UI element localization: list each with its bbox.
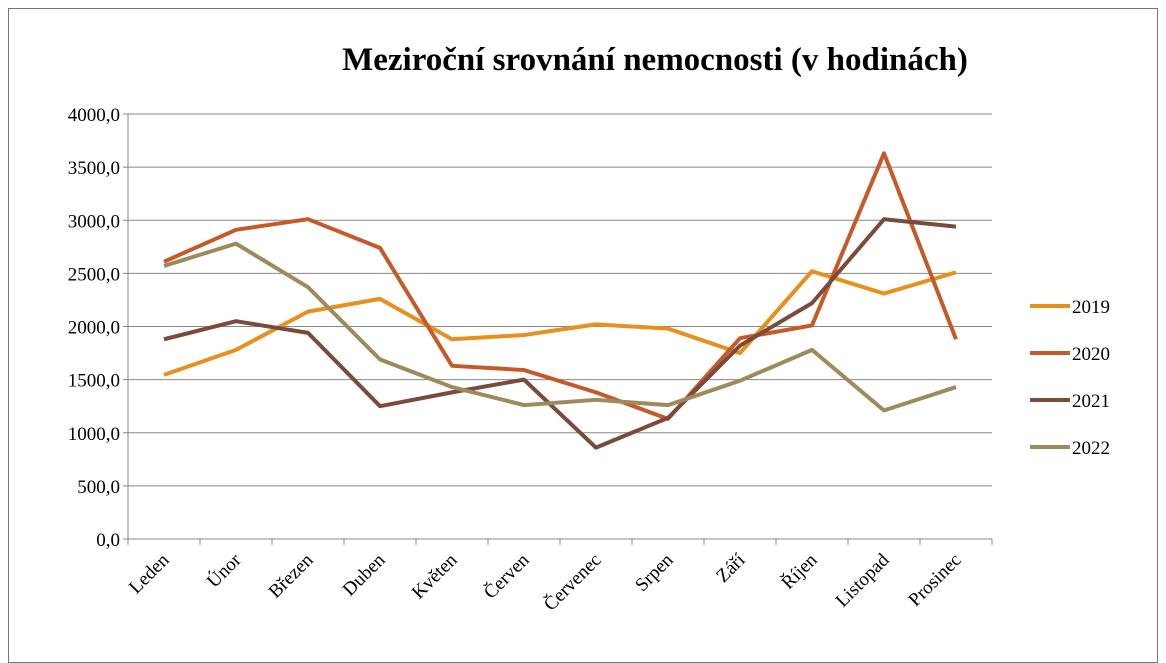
series-line — [163, 241, 957, 413]
x-tick-label: Duben — [339, 549, 390, 600]
y-tick-label: 2000,0 — [68, 318, 120, 339]
series-line — [163, 217, 957, 450]
legend-label: 2019 — [1072, 297, 1110, 318]
legend-label: 2020 — [1072, 344, 1110, 365]
y-tick-label: 3500,0 — [68, 158, 120, 179]
y-tick-label: 2500,0 — [68, 264, 120, 285]
x-tick-label: Leden — [125, 549, 174, 598]
x-tick-label: Červenec — [539, 549, 605, 615]
y-tick-label: 1000,0 — [68, 424, 120, 445]
legend-label: 2021 — [1072, 391, 1110, 412]
x-tick-label: Březen — [265, 549, 318, 602]
x-tick-label: Prosinec — [904, 550, 965, 611]
x-tick-label: Květen — [408, 549, 462, 603]
x-tick-label: Říjen — [777, 549, 822, 594]
y-tick-label: 1500,0 — [68, 371, 120, 392]
x-tick-label: Listopad — [832, 549, 894, 611]
chart-title: Meziroční srovnání nemocnosti (v hodinác… — [342, 42, 968, 78]
y-tick-label: 0,0 — [96, 530, 120, 551]
y-tick-label: 500,0 — [77, 477, 120, 498]
y-tick-label: 4000,0 — [68, 105, 120, 126]
x-tick-label: Červen — [479, 549, 534, 604]
x-tick-label: Únor — [202, 549, 246, 593]
x-tick-label: Září — [712, 549, 750, 587]
legend-label: 2022 — [1072, 438, 1110, 459]
series-line — [163, 269, 957, 377]
series-line — [163, 151, 958, 421]
x-tick-label: Srpen — [631, 549, 678, 596]
y-tick-label: 3000,0 — [68, 211, 120, 232]
